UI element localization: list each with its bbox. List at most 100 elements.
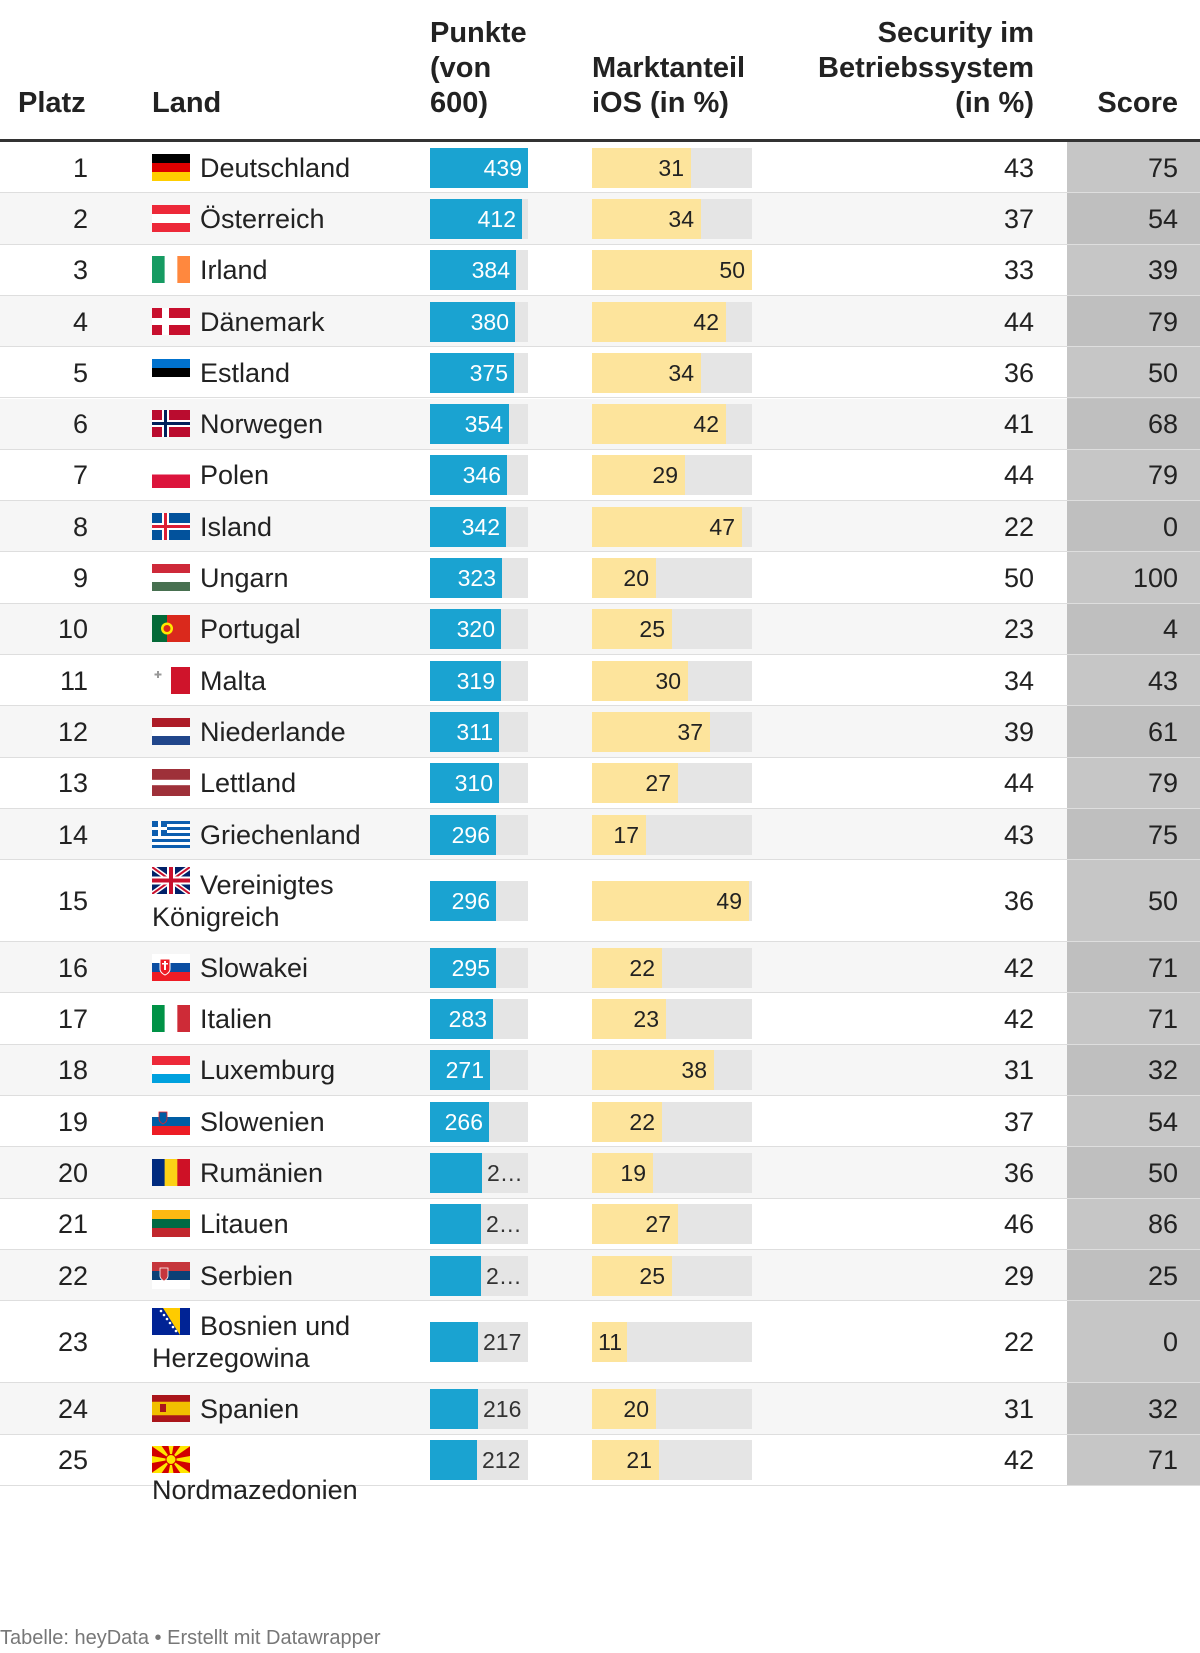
country-name: Polen	[200, 460, 270, 491]
ios-bar	[592, 609, 672, 650]
punkte-value: 346	[462, 462, 501, 489]
ios-bar-track: 42	[592, 404, 752, 445]
flag-es-icon	[152, 1394, 190, 1422]
rank-cell: 13	[57, 768, 88, 799]
security-cell: 23	[1003, 614, 1034, 645]
punkte-bar-track: 323	[430, 558, 528, 599]
security-cell: 36	[1003, 357, 1034, 388]
flag-hu-icon	[152, 564, 190, 592]
header-security[interactable]: Security im Betriebssystem (in %)	[818, 17, 1034, 119]
table-row: 13 Lettland 310 27 44 79	[0, 758, 1200, 809]
punkte-bar-track: 375	[430, 352, 528, 393]
rank-cell: 6	[72, 409, 88, 440]
punkte-bar-track: 354	[430, 404, 528, 445]
score-column-background	[1067, 142, 1200, 1486]
score-cell: 54	[1147, 203, 1178, 234]
punkte-bar-track: 319	[430, 660, 528, 701]
ios-value: 20	[623, 1395, 649, 1422]
table-header: Platz Land Punkte (von 600) Marktanteil …	[0, 0, 1200, 142]
punkte-bar-track: 295	[430, 947, 528, 988]
score-cell: 75	[1147, 152, 1178, 183]
ios-value: 34	[668, 205, 694, 232]
ios-bar-track: 29	[592, 455, 752, 496]
punkte-bar	[430, 1204, 481, 1245]
ios-bar	[592, 763, 678, 804]
ios-bar-track: 11	[592, 1322, 752, 1363]
punkte-bar-track: 296	[430, 814, 528, 855]
ios-bar-track: 21	[592, 1440, 752, 1481]
ios-bar	[592, 999, 666, 1040]
ios-bar-track: 20	[592, 1388, 752, 1429]
score-cell: 32	[1147, 1393, 1178, 1424]
ios-value: 30	[655, 667, 681, 694]
score-cell: 25	[1147, 1260, 1178, 1291]
country-name: Spanien	[200, 1393, 300, 1424]
table-row: 5 Estland 375 34 36 50	[0, 347, 1200, 399]
rank-cell: 4	[72, 306, 88, 337]
security-cell: 34	[1003, 665, 1034, 696]
security-cell: 31	[1003, 1055, 1034, 1086]
punkte-bar	[430, 1388, 478, 1429]
country-name: Österreich	[200, 203, 325, 234]
header-land[interactable]: Land	[152, 87, 222, 119]
rank-cell: 25	[57, 1445, 88, 1476]
ios-bar-track: 22	[592, 1101, 752, 1142]
security-cell: 43	[1003, 152, 1034, 183]
ios-value: 29	[652, 462, 678, 489]
ios-bar-track: 34	[592, 198, 752, 239]
punkte-value: 296	[451, 888, 490, 915]
rank-cell: 11	[59, 665, 88, 696]
flag-it-icon	[152, 1005, 190, 1033]
security-cell: 44	[1003, 306, 1034, 337]
country-name: Rumänien	[200, 1158, 324, 1189]
punkte-bar	[430, 1440, 477, 1481]
country-name: Bosnien und Herzegowina	[152, 1311, 351, 1374]
header-ios[interactable]: Marktanteil iOS (in %)	[592, 52, 746, 119]
rank-cell: 3	[72, 255, 88, 286]
flag-ro-icon	[152, 1159, 190, 1187]
punkte-bar-track: 2…	[430, 1204, 528, 1245]
country-name: Dänemark	[200, 306, 325, 337]
country-name: Nordmazedonien	[152, 1474, 358, 1505]
score-cell: 79	[1147, 306, 1178, 337]
country-name: Island	[200, 511, 273, 542]
ios-value: 42	[693, 411, 719, 438]
table-row: 25 Nordmazedonien 212 21 42 71	[0, 1435, 1200, 1505]
ios-bar	[592, 352, 701, 393]
punkte-bar-track: 380	[430, 301, 528, 342]
table-row: 15 Vereinigtes Königreich 296 49 36 50	[0, 860, 1200, 943]
ios-bar	[592, 455, 685, 496]
ios-bar-track: 34	[592, 352, 752, 393]
ios-value: 42	[693, 308, 719, 335]
country-name: Irland	[200, 255, 268, 286]
ios-value: 47	[709, 513, 735, 540]
ios-bar-track: 22	[592, 947, 752, 988]
ios-bar-track: 31	[592, 147, 752, 188]
punkte-bar-track: 266	[430, 1101, 528, 1142]
header-platz[interactable]: Platz	[18, 87, 86, 119]
ios-value: 49	[716, 888, 742, 915]
flag-de-icon	[152, 153, 190, 181]
punkte-bar-track: 342	[430, 506, 528, 547]
punkte-bar	[430, 1101, 489, 1142]
punkte-value: 216	[483, 1395, 522, 1422]
punkte-value: 384	[471, 257, 510, 284]
ios-bar	[592, 1050, 714, 1091]
score-cell: 39	[1147, 255, 1178, 286]
header-punkte[interactable]: Punkte (von 600)	[430, 17, 527, 119]
punkte-bar-track: 212	[430, 1440, 528, 1481]
flag-rs-icon	[152, 1261, 190, 1289]
score-cell: 71	[1147, 952, 1178, 983]
header-score[interactable]: Score	[1097, 87, 1178, 119]
punkte-value: 212	[482, 1447, 521, 1474]
ios-bar-track: 25	[592, 1255, 752, 1296]
punkte-value: 2…	[486, 1262, 522, 1289]
ios-bar-track: 42	[592, 301, 752, 342]
score-cell: 50	[1147, 357, 1178, 388]
rank-cell: 14	[57, 819, 88, 850]
punkte-bar	[430, 404, 509, 445]
table-row: 24 Spanien 216 20 31 32	[0, 1383, 1200, 1435]
country-name: Lettland	[200, 768, 297, 799]
country-name: Estland	[200, 357, 291, 388]
punkte-value: 319	[456, 667, 495, 694]
